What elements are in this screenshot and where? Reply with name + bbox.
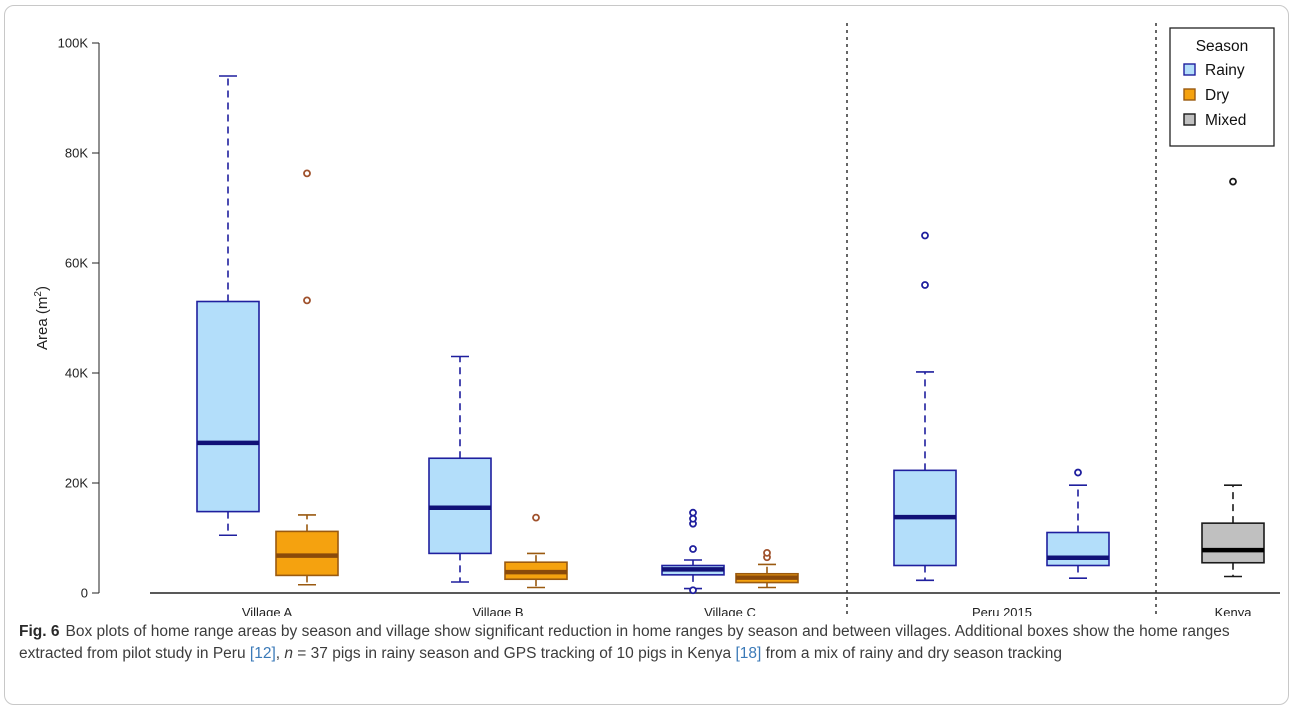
legend-swatch-dry (1183, 88, 1196, 101)
box-plot-village-b-dry (504, 513, 568, 589)
caption-n-variable: n (284, 645, 293, 662)
caption-text-1: Box plots of home range areas by season … (19, 623, 1230, 662)
outlier-point (689, 508, 697, 517)
reference-link-18[interactable]: [18] (735, 645, 762, 662)
outlier-point (689, 586, 697, 595)
caption-text-3: = 37 pigs in rainy season and GPS tracki… (293, 645, 736, 662)
legend-swatch-rainy (1183, 63, 1196, 76)
y-tick-label: 0 (81, 586, 88, 601)
box-plot-village-c-dry (735, 548, 799, 589)
legend-title: Season (1196, 38, 1249, 55)
outlier-point (303, 169, 311, 178)
y-axis: 0 20K 40K 60K 80K 100K Area (m2) (33, 36, 100, 601)
box-series (196, 75, 1265, 595)
box-plot-village-c-rainy (661, 508, 725, 595)
box-plot-village-b-rainy (428, 355, 492, 583)
legend-label-mixed: Mixed (1205, 112, 1246, 129)
outlier-point (763, 548, 771, 557)
y-tick-label: 40K (65, 366, 88, 381)
outlier-point (1229, 177, 1237, 186)
x-tick-label: Kenya (1215, 605, 1253, 616)
y-tick-label: 60K (65, 256, 88, 271)
x-tick-label: Village C (704, 605, 756, 616)
outlier-point (532, 513, 540, 522)
legend-swatch-mixed (1183, 113, 1196, 126)
y-axis-title: Area (m2) (33, 286, 51, 350)
caption-text-4: from a mix of rainy and dry season track… (761, 645, 1062, 662)
legend: Season Rainy Dry Mixed (1169, 27, 1275, 147)
outlier-point (689, 514, 697, 523)
group-separators (846, 23, 1157, 616)
x-axis: Village A Village B Village C Peru 2015 Keny… (150, 592, 1280, 616)
box-plot-village-a-rainy (196, 75, 260, 537)
figure-label: Fig. 6 (19, 623, 60, 640)
y-tick-label: 100K (58, 36, 89, 51)
y-tick-label: 20K (65, 476, 88, 491)
reference-link-12[interactable]: [12] (249, 645, 276, 662)
box-iqr (1046, 531, 1110, 567)
outlier-point (689, 545, 697, 553)
y-tick-label: 80K (65, 146, 88, 161)
box-plot-peru-2015-rainy-a (893, 231, 957, 582)
box-plot-peru-2015-rainy-b (1046, 468, 1110, 579)
outlier-point (1074, 468, 1082, 477)
x-tick-label: Peru 2015 (972, 605, 1032, 616)
x-tick-label: Village A (242, 605, 293, 616)
box-iqr (1201, 522, 1265, 564)
legend-label-dry: Dry (1205, 87, 1229, 104)
legend-box (1169, 27, 1275, 147)
caption-text-2: , (275, 645, 285, 662)
box-iqr (196, 300, 260, 513)
box-plot-kenya-mixed (1201, 177, 1265, 578)
figure-frame: 0 20K 40K 60K 80K 100K Area (m2) Village A Vill… (4, 5, 1289, 705)
figure-caption: Fig. 6 Box plots of home range areas by s… (19, 621, 1279, 665)
outlier-point (921, 281, 929, 289)
legend-label-rainy: Rainy (1205, 62, 1245, 79)
outlier-point (921, 231, 929, 240)
box-plot-village-a-dry (275, 169, 339, 586)
x-tick-label: Village B (472, 605, 523, 616)
outlier-point (303, 296, 311, 305)
